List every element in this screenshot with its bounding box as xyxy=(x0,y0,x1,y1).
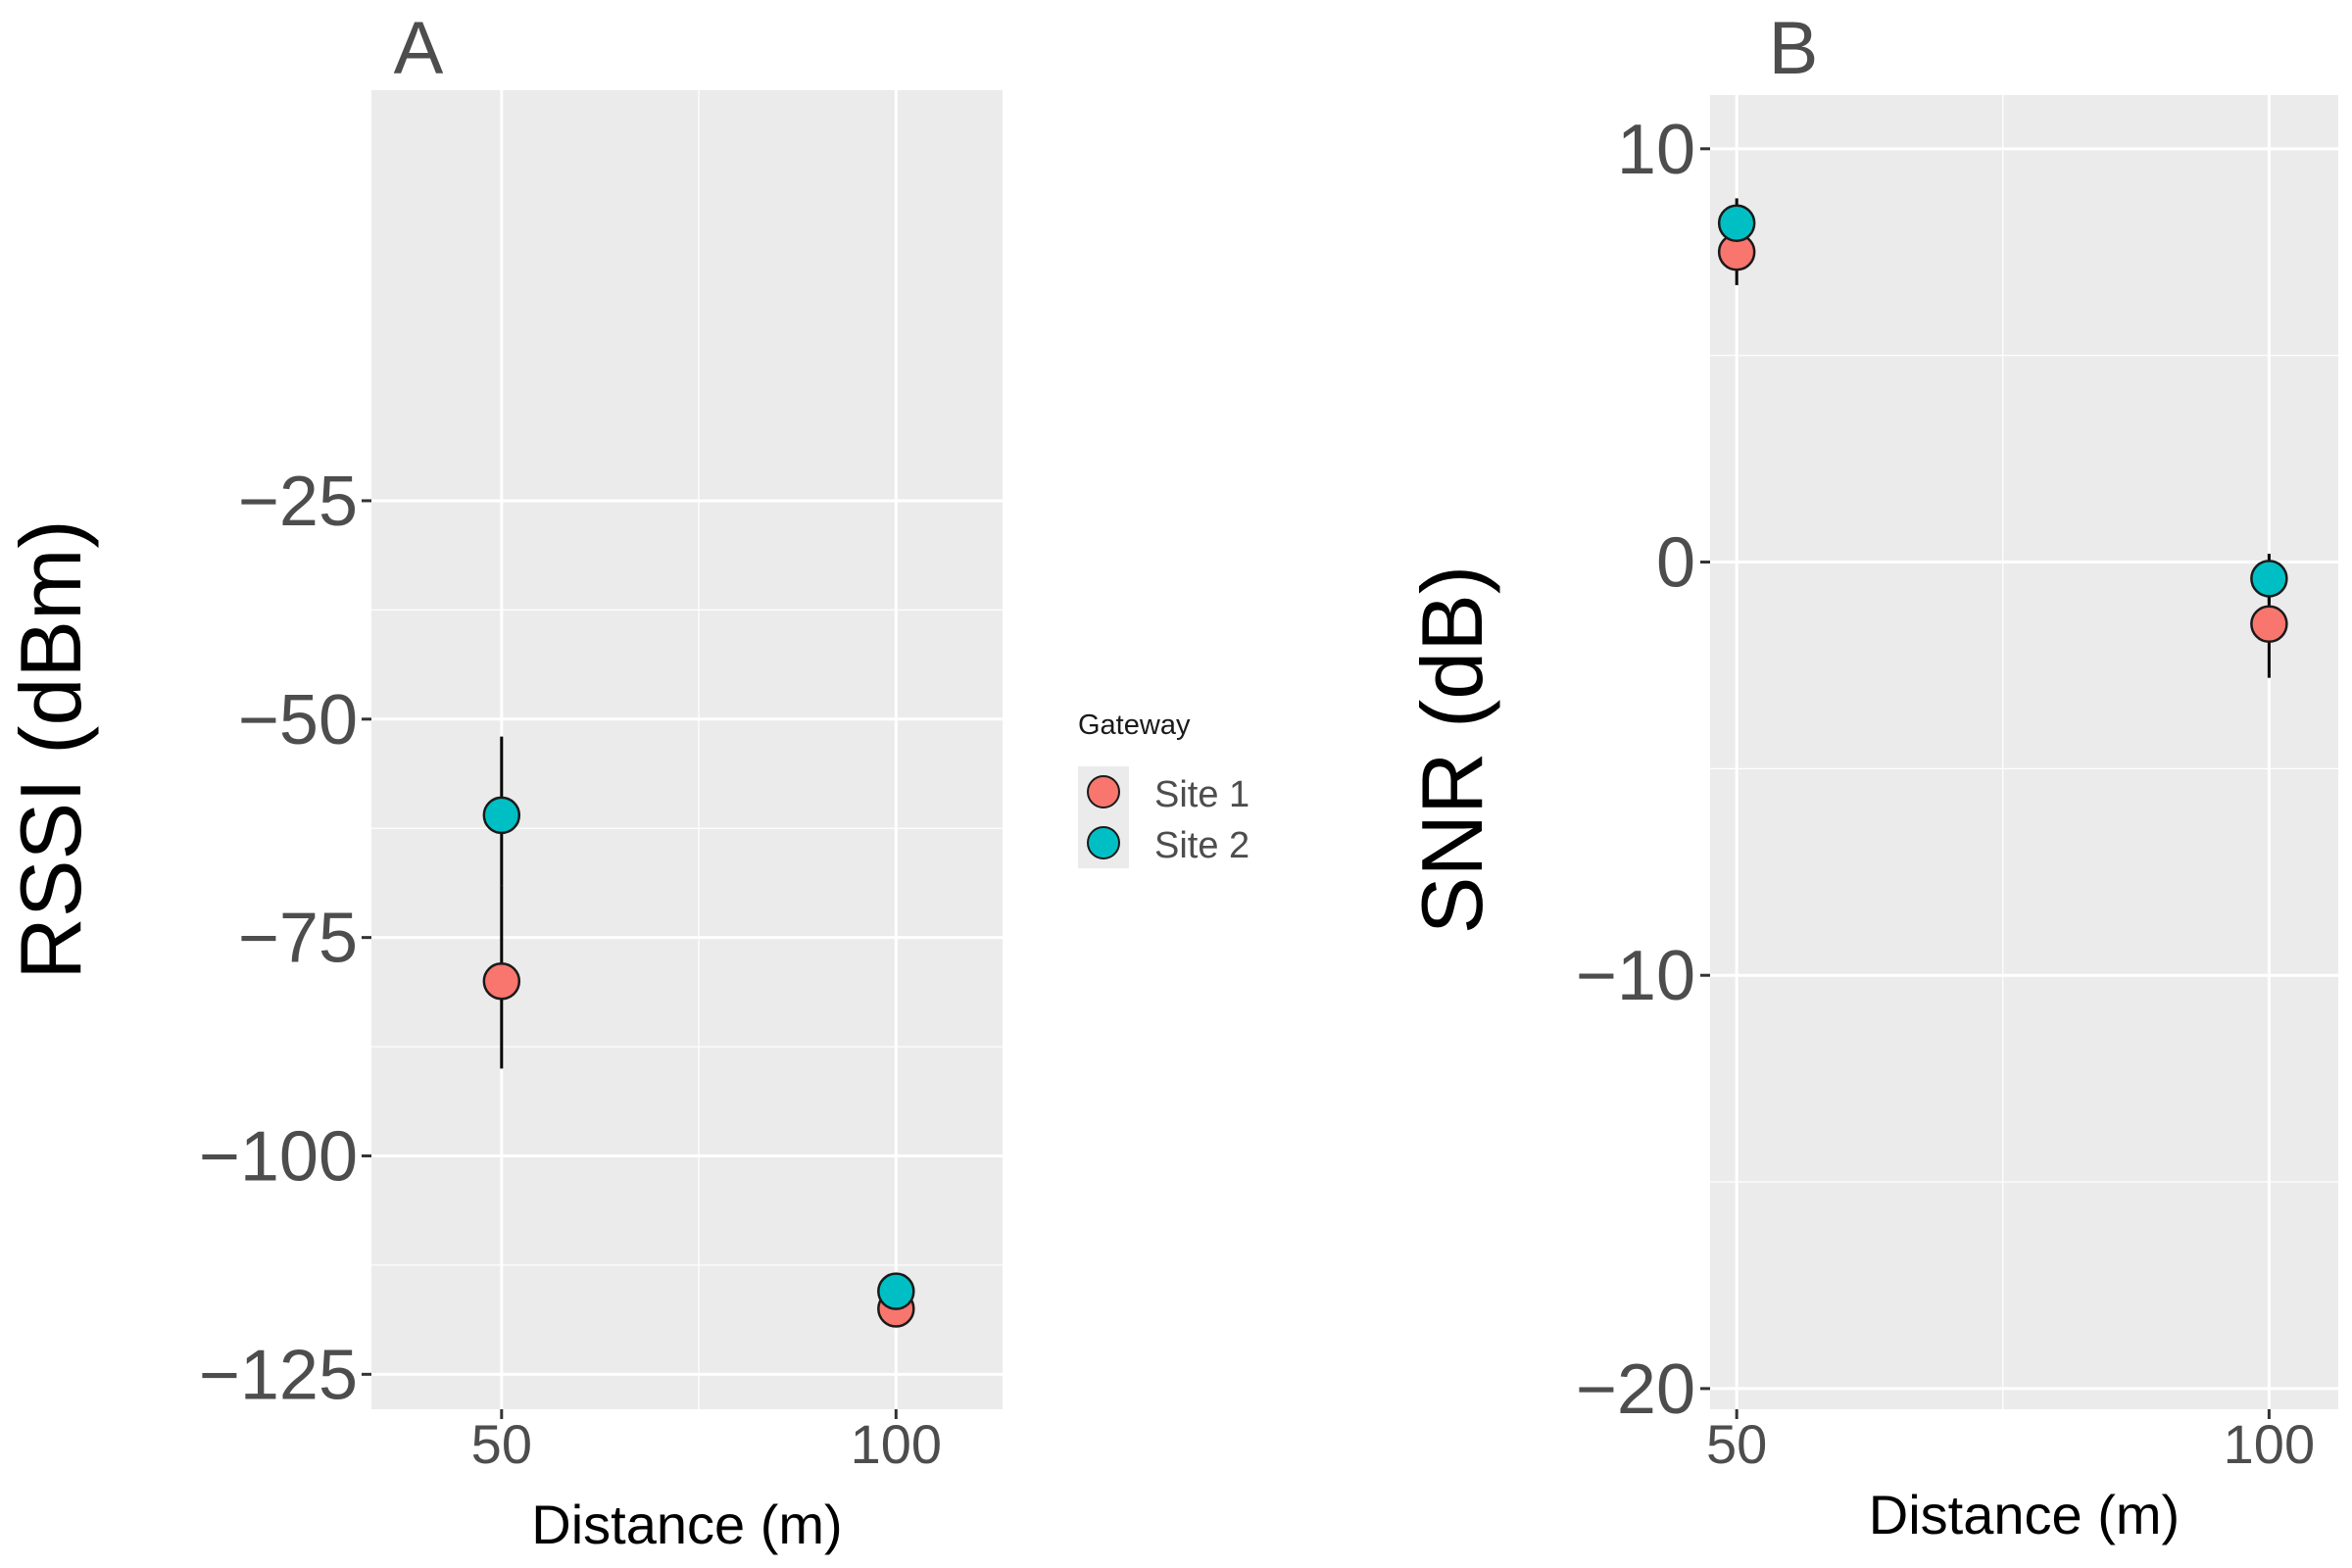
x-axis-title: Distance (m) xyxy=(531,1494,842,1555)
panel-background xyxy=(1710,95,2338,1409)
x-tick-label: 100 xyxy=(851,1413,942,1475)
y-tick-label: −25 xyxy=(238,463,358,541)
y-axis-title: RSSI (dBm) xyxy=(2,519,99,979)
panel-label: A xyxy=(394,7,444,90)
y-tick-label: −10 xyxy=(1576,937,1695,1015)
y-tick-label: −100 xyxy=(199,1117,358,1196)
x-axis-title: Distance (m) xyxy=(1869,1484,2180,1545)
x-tick-label: 50 xyxy=(471,1413,532,1475)
y-tick-label: −125 xyxy=(199,1336,358,1414)
x-tick-label: 100 xyxy=(2224,1413,2315,1475)
y-tick-label: −20 xyxy=(1576,1350,1695,1429)
legend-label-site-1: Site 1 xyxy=(1154,774,1250,815)
y-axis-title: SNR (dB) xyxy=(1403,565,1500,935)
legend: Gateway Site 1 Site 2 xyxy=(1078,710,1313,886)
legend-item-site-1: Site 1 xyxy=(1078,766,1313,817)
legend-item-site-2: Site 2 xyxy=(1078,817,1313,868)
legend-title: Gateway xyxy=(1078,710,1191,741)
point-site-2 xyxy=(1717,204,1756,242)
y-tick-label: 10 xyxy=(1617,111,1695,189)
point-site-1 xyxy=(2250,605,2288,644)
site-2-marker xyxy=(1087,826,1120,859)
legend-label-site-2: Site 2 xyxy=(1154,825,1250,866)
point-site-2 xyxy=(482,796,521,835)
panel-background xyxy=(371,90,1003,1409)
y-tick-label: −75 xyxy=(238,900,358,978)
legend-key xyxy=(1078,817,1129,868)
panel-label: B xyxy=(1769,7,1819,90)
y-tick-label: −50 xyxy=(238,681,358,760)
point-site-2 xyxy=(2250,560,2288,598)
x-tick-label: 50 xyxy=(1706,1413,1767,1475)
panel-a: −25 −50 −75 −100 −125 50 100 A Distance (m) RSSI … xyxy=(2,7,1003,1555)
point-site-1 xyxy=(482,961,521,1001)
point-site-2 xyxy=(877,1272,915,1310)
legend-key xyxy=(1078,766,1129,817)
y-tick-label: 0 xyxy=(1656,524,1695,603)
site-1-marker xyxy=(1087,775,1120,808)
